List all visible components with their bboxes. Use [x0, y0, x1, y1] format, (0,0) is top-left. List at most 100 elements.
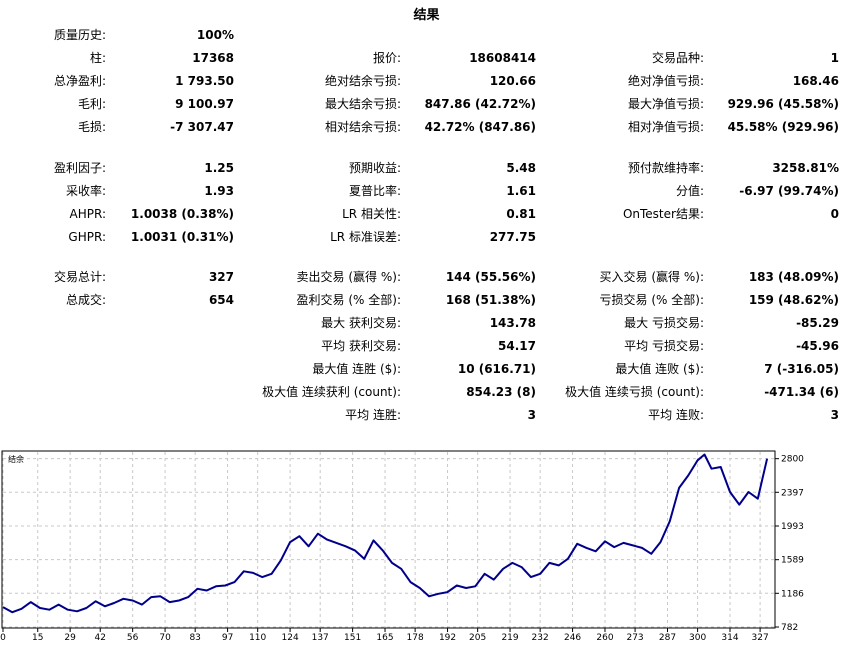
x-tick-label: 178: [407, 633, 424, 643]
stat-label: LR 标准误差:: [330, 230, 401, 244]
stat-label: 平均 亏损交易:: [624, 339, 704, 353]
y-tick-label: 2397: [781, 488, 804, 498]
stat-label: 极大值 连续亏损 (count):: [565, 385, 704, 399]
stat-value: 3: [527, 408, 536, 422]
stat-label: 卖出交易 (赢得 %):: [296, 270, 401, 284]
stat-value: 1.0038 (0.38%): [130, 207, 234, 221]
x-tick-label: 137: [312, 633, 329, 643]
stat-value: 0.81: [506, 207, 536, 221]
chart-grid: [2, 452, 774, 628]
x-tick-label: 83: [189, 633, 200, 643]
stat-value: -85.29: [796, 316, 839, 330]
stat-label: OnTester结果:: [622, 207, 704, 221]
x-tick-label: 56: [127, 633, 139, 643]
balance-chart-svg: 结余 782 1186 1589 1993 2397 2800 0 15 29 42 56 70 83…: [0, 450, 804, 643]
stat-value: 327: [208, 270, 234, 284]
stat-value: 45.58% (929.96): [727, 120, 839, 134]
stat-label: 平均 获利交易:: [321, 339, 401, 353]
stat-label: 最大 获利交易:: [321, 316, 401, 330]
stat-label: 盈利交易 (% 全部):: [296, 293, 401, 307]
stat-value: 183 (48.09%): [748, 270, 839, 284]
stat-value: -471.34 (6): [764, 385, 839, 399]
stat-value: 7 (-316.05): [764, 362, 839, 376]
stat-label: 毛损:: [77, 120, 106, 134]
balance-line: [2, 453, 769, 614]
stat-value: -45.96: [796, 339, 839, 353]
y-tick-label: 1589: [781, 556, 804, 566]
stats-row: 最大 获利交易: 143.78 最大 亏损交易: -85.29: [0, 313, 853, 333]
x-tick-label: 314: [721, 633, 738, 643]
stats-row: 总净盈利: 1 793.50 绝对结余亏损: 120.66 绝对净值亏损: 168.46: [0, 71, 853, 91]
balance-chart: 结余 782 1186 1589 1993 2397 2800 0 15 29 42 56 70 83…: [0, 448, 853, 655]
stat-value: 10 (616.71): [457, 362, 536, 376]
stats-row: 柱: 17368 报价: 18608414 交易品种: 1: [0, 48, 853, 68]
x-tick-label: 192: [439, 633, 456, 643]
chart-legend: 结余: [8, 454, 24, 464]
stats-row: 盈利因子: 1.25 预期收益: 5.48 预付款维持率: 3258.81%: [0, 158, 853, 178]
stat-value: 1.61: [506, 184, 536, 198]
stats-row: 质量历史: 100%: [0, 25, 853, 45]
x-tick-label: 165: [376, 633, 393, 643]
results-stats-table: 质量历史: 100% 柱: 17368 报价: 18608414 交易品种: 1 总净盈利: 1 …: [0, 25, 853, 425]
stat-label: 平均 连胜:: [345, 408, 401, 422]
x-tick-label: 246: [564, 633, 581, 643]
page-title: 结果: [413, 8, 440, 23]
stat-label: 质量历史:: [53, 28, 106, 42]
stat-label: 最大结余亏损:: [324, 97, 401, 111]
stat-value: 1.25: [204, 161, 234, 175]
stats-row: 平均 连胜: 3 平均 连败: 3: [0, 405, 853, 425]
stat-value: -7 307.47: [170, 120, 234, 134]
stat-label: LR 相关性:: [342, 207, 401, 221]
stat-label: 绝对净值亏损:: [627, 74, 704, 88]
stat-value: 929.96 (45.58%): [727, 97, 839, 111]
stats-row: 总成交: 654 盈利交易 (% 全部): 168 (51.38%) 亏损交易 (% 全…: [0, 290, 853, 310]
stats-row: 交易总计: 327 卖出交易 (赢得 %): 144 (55.56%) 买入交易 (赢得…: [0, 267, 853, 287]
stat-value: 100%: [196, 28, 234, 42]
x-tick-label: 205: [469, 633, 486, 643]
x-tick-label: 15: [32, 633, 43, 643]
stats-row: 毛利: 9 100.97 最大结余亏损: 847.86 (42.72%) 最大净值亏损:…: [0, 94, 853, 114]
x-tick-label: 300: [689, 633, 706, 643]
stat-value: 144 (55.56%): [445, 270, 536, 284]
stats-row: GHPR: 1.0031 (0.31%) LR 标准误差: 277.75: [0, 227, 853, 247]
stat-label: 最大值 连败 ($):: [615, 362, 704, 376]
y-tick-label: 782: [781, 623, 798, 633]
stat-value: 1.93: [204, 184, 234, 198]
stat-label: 相对结余亏损:: [324, 120, 401, 134]
stat-label: 最大净值亏损:: [627, 97, 704, 111]
plot-area: [1, 450, 776, 629]
stat-label: 最大值 连胜 ($):: [312, 362, 401, 376]
stat-label: 绝对结余亏损:: [324, 74, 401, 88]
stat-label: 最大 亏损交易:: [624, 316, 704, 330]
stat-value: 159 (48.62%): [748, 293, 839, 307]
x-tick-label: 97: [222, 633, 233, 643]
stat-label: 柱:: [89, 51, 106, 65]
x-tick-label: 287: [659, 633, 676, 643]
x-tick-label: 0: [0, 633, 6, 643]
stat-value: 168.46: [792, 74, 839, 88]
stats-row: 采收率: 1.93 夏普比率: 1.61 分值: -6.97 (99.74%): [0, 181, 853, 201]
stat-label: 盈利因子:: [53, 161, 106, 175]
stat-value: 1 793.50: [175, 74, 234, 88]
x-tick-label: 327: [752, 633, 769, 643]
y-tick-label: 1993: [781, 522, 804, 532]
stat-label: 买入交易 (赢得 %):: [599, 270, 704, 284]
stat-value: 277.75: [489, 230, 536, 244]
stats-row: 极大值 连续获利 (count): 854.23 (8) 极大值 连续亏损 (cou…: [0, 382, 853, 402]
stat-label: 平均 连败:: [648, 408, 704, 422]
stat-value: 5.48: [506, 161, 536, 175]
stat-label: 相对净值亏损:: [627, 120, 704, 134]
stat-value: 18608414: [469, 51, 536, 65]
stat-label: 预付款维持率:: [627, 161, 704, 175]
stat-value: 0: [830, 207, 839, 221]
x-axis: 0 15 29 42 56 70 83 97 110 124 137 151 165 178 192 205 2…: [0, 628, 769, 643]
stat-value: 3: [830, 408, 839, 422]
stat-value: 3258.81%: [772, 161, 839, 175]
stat-label: 极大值 连续获利 (count):: [262, 385, 401, 399]
y-tick-label: 2800: [781, 455, 804, 465]
stat-label: 采收率:: [65, 184, 106, 198]
x-tick-label: 70: [159, 633, 171, 643]
stat-value: 854.23 (8): [466, 385, 536, 399]
stats-row: AHPR: 1.0038 (0.38%) LR 相关性: 0.81 OnTester结果…: [0, 204, 853, 224]
stat-label: 亏损交易 (% 全部):: [599, 293, 704, 307]
